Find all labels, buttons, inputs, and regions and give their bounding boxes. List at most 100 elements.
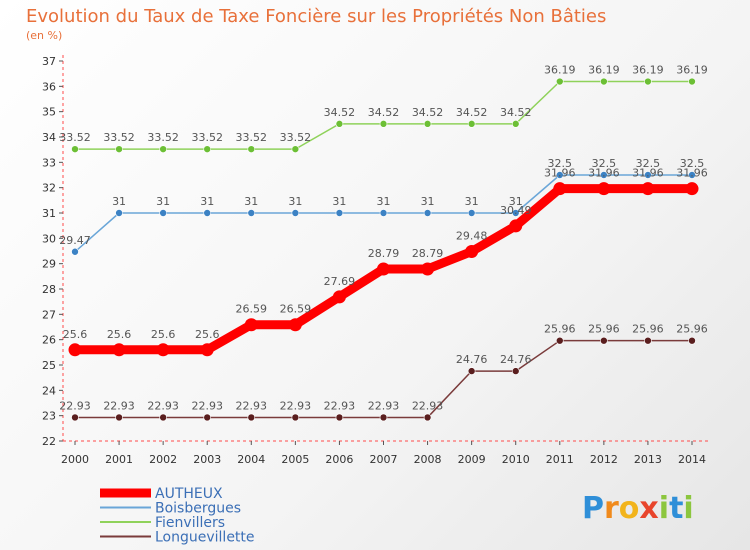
data-label: 31 <box>112 195 126 208</box>
logo-letter: t <box>669 491 683 526</box>
data-point <box>597 182 611 196</box>
data-point <box>159 145 167 153</box>
data-point <box>335 413 344 422</box>
data-label: 22.93 <box>191 399 223 412</box>
data-point <box>423 120 432 128</box>
data-label: 22.93 <box>324 399 356 412</box>
data-point <box>688 336 696 345</box>
data-label: 34.52 <box>368 106 400 119</box>
logo-letter: P <box>582 491 604 526</box>
x-tick-label: 2004 <box>237 453 265 466</box>
y-tick-label: 28 <box>42 283 56 296</box>
data-point <box>291 145 300 153</box>
data-label: 28.79 <box>368 247 400 260</box>
data-label: 33.52 <box>191 131 223 144</box>
data-point <box>247 413 256 422</box>
data-label: 25.6 <box>195 328 220 341</box>
data-point <box>511 120 520 128</box>
data-point <box>115 413 123 422</box>
data-point <box>71 145 79 153</box>
data-label: 26.59 <box>280 303 312 316</box>
data-point <box>555 77 564 86</box>
data-label: 36.19 <box>676 64 708 77</box>
data-point <box>511 209 520 217</box>
data-label: 24.76 <box>500 353 532 366</box>
data-label: 33.52 <box>147 131 179 144</box>
data-label: 31.96 <box>588 167 620 180</box>
data-point <box>377 262 390 276</box>
data-point <box>423 413 432 422</box>
data-label: 28.79 <box>412 247 444 260</box>
data-point <box>288 318 302 332</box>
chart-title: Evolution du Taux de Taxe Foncière sur l… <box>26 6 606 27</box>
logo-letter: i <box>659 491 669 526</box>
data-label: 33.52 <box>59 131 91 144</box>
data-point <box>688 171 696 179</box>
y-tick-label: 33 <box>42 156 56 169</box>
data-label: 34.52 <box>500 106 532 119</box>
series-boisbergues: 29.47 31 31 31 31 31 31 31 31 31 31 32.5 32.5 32.5 32.… <box>59 157 704 256</box>
series-longuevillette: 22.93 22.93 22.93 22.93 22.93 22.93 22.93 22.93… <box>59 323 708 422</box>
y-tick-label: 23 <box>42 410 56 423</box>
y-tick-label: 26 <box>42 334 56 347</box>
data-point <box>465 245 479 259</box>
data-point <box>641 182 655 196</box>
legend-label: Longuevillette <box>155 530 255 546</box>
data-point <box>421 262 435 276</box>
data-label: 22.93 <box>368 399 400 412</box>
data-label: 30.49 <box>500 204 532 217</box>
logo-letter: x <box>639 491 658 526</box>
series-fienvillers: 33.52 33.52 33.52 33.52 33.52 33.52 34.52 34.52… <box>59 64 708 153</box>
x-tick-label: 2010 <box>502 453 530 466</box>
y-tick-label: 22 <box>42 435 56 448</box>
legend-label: Boisbergues <box>155 501 241 517</box>
data-point <box>291 413 300 422</box>
data-label: 24.76 <box>456 353 488 366</box>
data-point <box>467 367 476 375</box>
y-tick-label: 30 <box>42 232 56 245</box>
data-label: 25.96 <box>544 323 576 336</box>
data-label: 31 <box>200 195 214 208</box>
data-point <box>115 145 123 153</box>
data-point <box>644 77 652 86</box>
data-point <box>68 343 82 357</box>
data-label: 26.59 <box>236 303 268 316</box>
data-point <box>467 209 476 217</box>
data-label: 25.96 <box>676 323 708 336</box>
data-label: 34.52 <box>456 106 488 119</box>
data-point <box>644 336 652 345</box>
data-point <box>332 290 346 304</box>
data-point <box>553 182 567 196</box>
data-label: 22.93 <box>147 399 179 412</box>
data-label: 22.93 <box>412 399 444 412</box>
data-point <box>644 171 652 179</box>
data-point <box>291 209 300 217</box>
data-point <box>71 247 79 256</box>
y-tick-label: 25 <box>42 359 56 372</box>
data-label: 22.93 <box>236 399 268 412</box>
data-point <box>379 209 388 217</box>
y-tick-label: 29 <box>42 258 56 271</box>
data-point <box>555 171 564 179</box>
data-point <box>600 336 608 345</box>
data-point <box>159 209 167 217</box>
x-tick-label: 2012 <box>590 453 618 466</box>
data-label: 31 <box>288 195 302 208</box>
data-point <box>203 413 212 422</box>
data-point <box>379 120 388 128</box>
data-label: 31 <box>156 195 170 208</box>
y-tick-label: 27 <box>42 308 56 321</box>
data-point <box>685 182 699 196</box>
data-point <box>156 343 170 357</box>
data-label: 36.19 <box>632 64 664 77</box>
data-point <box>511 367 520 375</box>
x-tick-label: 2014 <box>678 453 706 466</box>
data-label: 36.19 <box>588 64 620 77</box>
data-label: 33.52 <box>236 131 268 144</box>
logo-letter: i <box>683 491 693 526</box>
data-label: 31 <box>421 195 435 208</box>
data-point <box>335 120 344 128</box>
x-tick-label: 2011 <box>546 453 574 466</box>
x-tick-label: 2002 <box>149 453 177 466</box>
data-label: 32.5 <box>548 157 573 170</box>
